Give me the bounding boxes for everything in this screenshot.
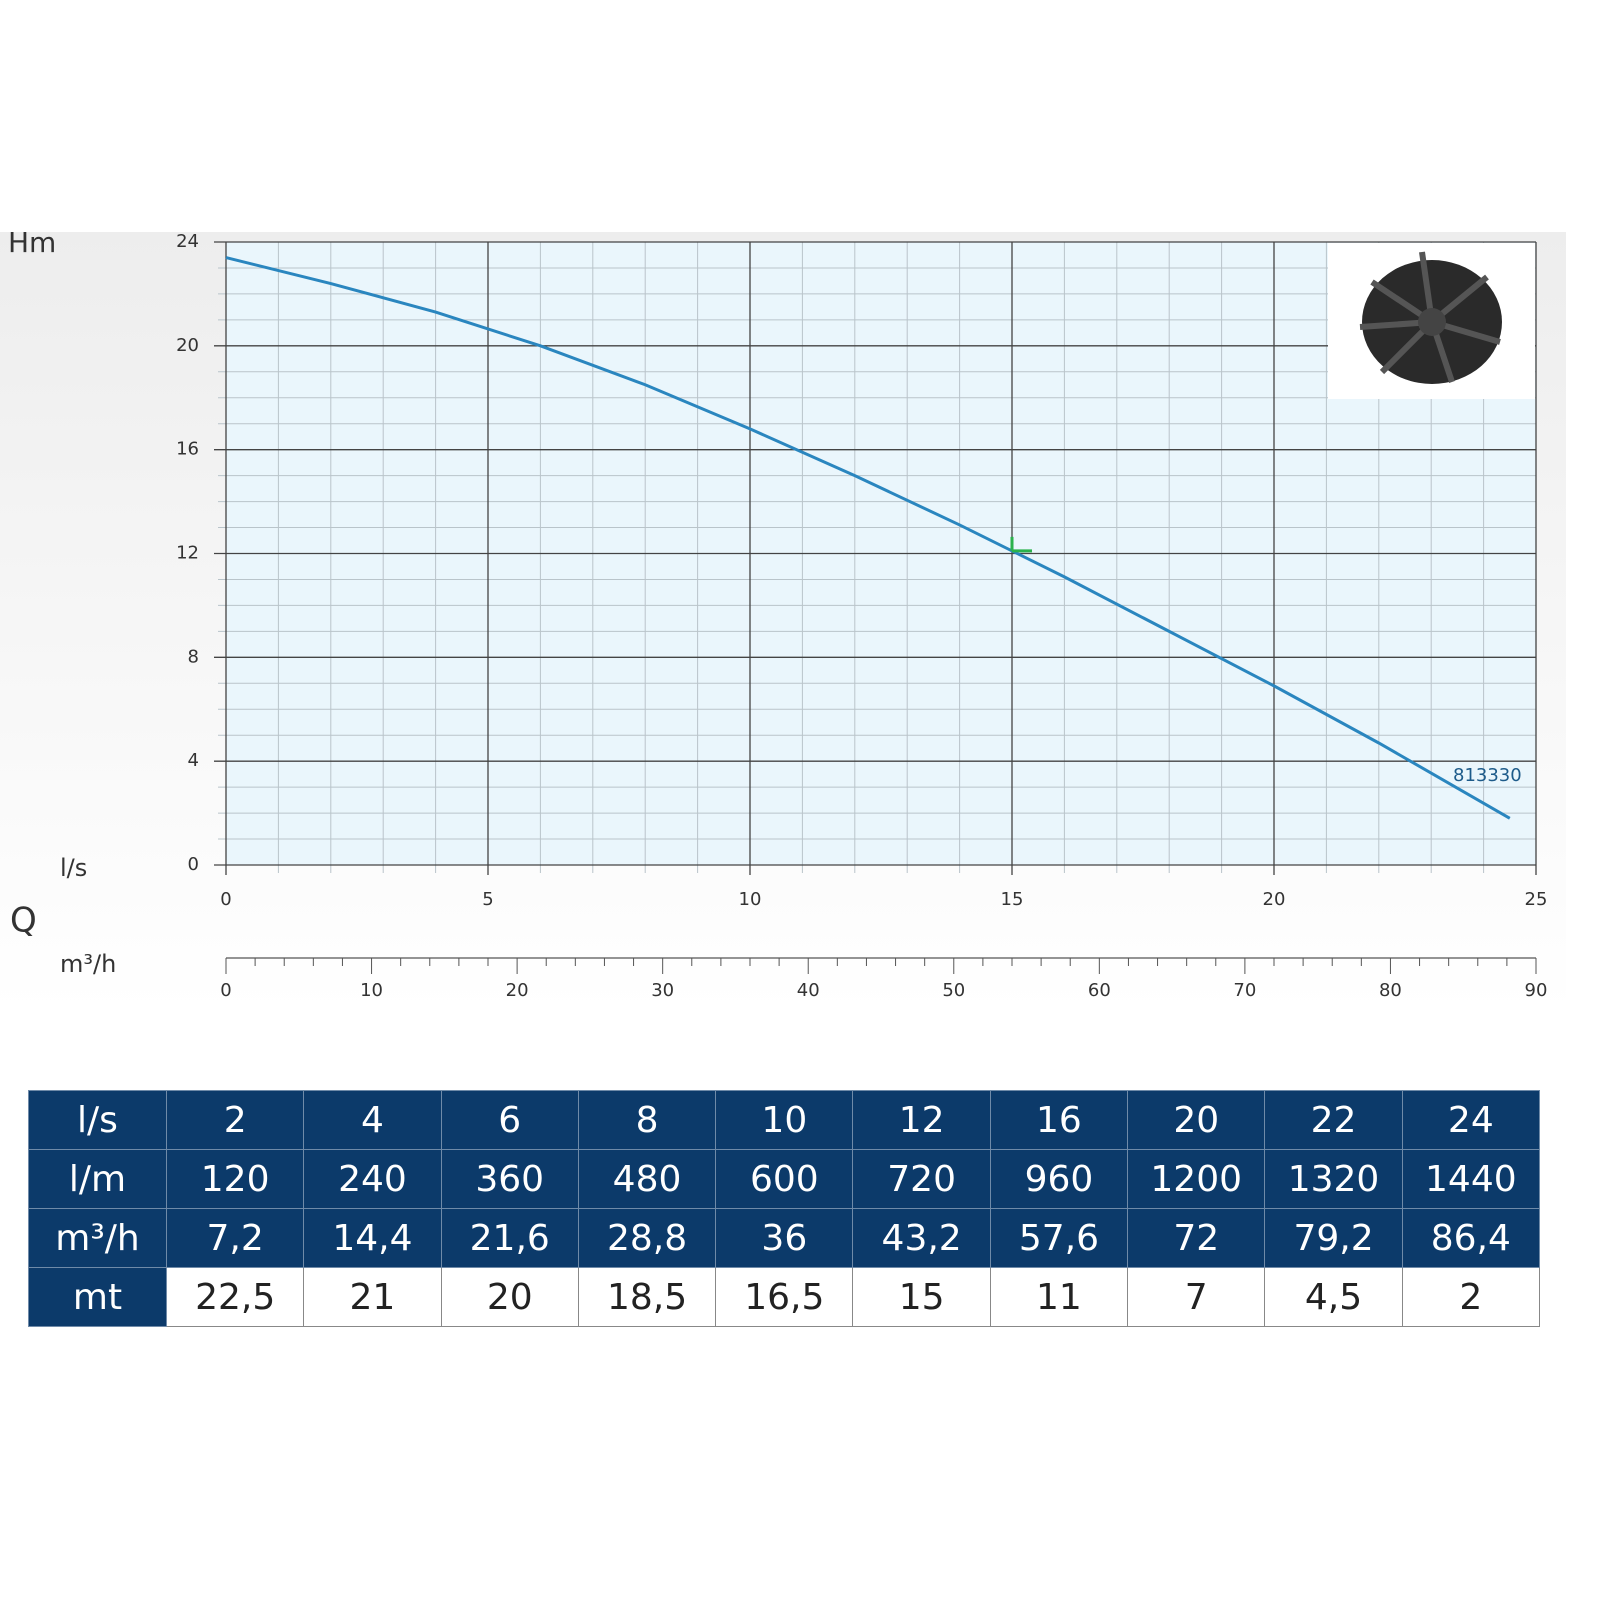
x2-tick-label: 0 bbox=[220, 980, 231, 1001]
table-cell: 22,5 bbox=[165, 1267, 305, 1327]
y-tick-label: 4 bbox=[188, 750, 199, 771]
x2-tick-label: 30 bbox=[651, 980, 674, 1001]
table-cell: 2 bbox=[165, 1090, 305, 1150]
grid bbox=[214, 241, 1537, 875]
table-row: l/s 2 4 6 8 10 12 16 20 22 24 bbox=[28, 1090, 1541, 1150]
table-cell: 7,2 bbox=[165, 1208, 305, 1268]
table-cell: 28,8 bbox=[577, 1208, 717, 1268]
table-cell: 11 bbox=[989, 1267, 1129, 1327]
data-table: l/s 2 4 6 8 10 12 16 20 22 24 l/m 120 240 360 480 600 720… bbox=[28, 1090, 1541, 1327]
table-cell: 4 bbox=[303, 1090, 442, 1150]
x2-tick-label: 80 bbox=[1379, 980, 1402, 1001]
x2-axis-label: m³/h bbox=[60, 950, 116, 978]
row-header: l/s bbox=[28, 1090, 167, 1150]
table-row: m³/h 7,2 14,4 21,6 28,8 36 43,2 57,6 72 79,2 86,4 bbox=[28, 1208, 1541, 1268]
table-cell: 20 bbox=[1127, 1090, 1266, 1150]
table-cell: 79,2 bbox=[1264, 1208, 1403, 1268]
table-cell: 1440 bbox=[1401, 1149, 1541, 1209]
chart: Hm l/s Q m³/h 0 4 8 12 16 20 24 0 5 10 15 20 25 0 10 20… bbox=[0, 226, 1566, 1012]
x2-tick-label: 60 bbox=[1088, 980, 1111, 1001]
table-cell: 14,4 bbox=[303, 1208, 442, 1268]
table-cell: 72 bbox=[1127, 1208, 1266, 1268]
y-tick-label: 8 bbox=[188, 646, 199, 667]
table-cell: 360 bbox=[440, 1149, 579, 1209]
table-cell: 12 bbox=[852, 1090, 991, 1150]
curve bbox=[225, 256, 1511, 820]
y-axis-label: Hm bbox=[8, 226, 56, 259]
table-cell: 22 bbox=[1264, 1090, 1403, 1150]
table-row: l/m 120 240 360 480 600 720 960 1200 1320 1440 bbox=[28, 1149, 1541, 1209]
table-cell: 7 bbox=[1127, 1267, 1266, 1327]
table-cell: 960 bbox=[989, 1149, 1129, 1209]
x2-tick-label: 10 bbox=[360, 980, 383, 1001]
row-header: mt bbox=[28, 1267, 167, 1327]
table-cell: 43,2 bbox=[852, 1208, 991, 1268]
y-tick-label: 0 bbox=[188, 854, 199, 875]
table-cell: 15 bbox=[852, 1267, 991, 1327]
table-cell: 57,6 bbox=[989, 1208, 1129, 1268]
impeller-photo bbox=[1328, 243, 1535, 399]
y-tick-label: 20 bbox=[176, 335, 199, 356]
table-cell: 600 bbox=[715, 1149, 854, 1209]
x2-tick-label: 20 bbox=[506, 980, 529, 1001]
table-cell: 21,6 bbox=[440, 1208, 579, 1268]
table-cell: 86,4 bbox=[1401, 1208, 1541, 1268]
x-tick-label: 25 bbox=[1525, 889, 1548, 910]
series-label: 813330 bbox=[1453, 765, 1522, 786]
table-cell: 8 bbox=[577, 1090, 717, 1150]
q-label: Q bbox=[10, 901, 37, 941]
table-cell: 36 bbox=[715, 1208, 854, 1268]
table-cell: 21 bbox=[303, 1267, 442, 1327]
table-cell: 120 bbox=[165, 1149, 305, 1209]
table-cell: 6 bbox=[440, 1090, 579, 1150]
table-cell: 24 bbox=[1401, 1090, 1541, 1150]
y-tick-label: 24 bbox=[176, 231, 199, 252]
x2-tick-label: 70 bbox=[1233, 980, 1256, 1001]
table-cell: 720 bbox=[852, 1149, 991, 1209]
y-tick-label: 16 bbox=[176, 439, 199, 460]
x-tick-label: 0 bbox=[220, 889, 231, 910]
table-cell: 16,5 bbox=[715, 1267, 854, 1327]
row-header: m³/h bbox=[28, 1208, 167, 1268]
table-cell: 480 bbox=[577, 1149, 717, 1209]
x-tick-label: 15 bbox=[1001, 889, 1024, 910]
row-header: l/m bbox=[28, 1149, 167, 1209]
table-cell: 20 bbox=[440, 1267, 579, 1327]
table-cell: 1200 bbox=[1127, 1149, 1266, 1209]
x2-tick-label: 50 bbox=[942, 980, 965, 1001]
table-cell: 240 bbox=[303, 1149, 442, 1209]
table-cell: 10 bbox=[715, 1090, 854, 1150]
x2-tick-label: 90 bbox=[1525, 980, 1548, 1001]
table-cell: 18,5 bbox=[577, 1267, 717, 1327]
table-row: mt 22,5 21 20 18,5 16,5 15 11 7 4,5 2 bbox=[28, 1267, 1541, 1327]
table-cell: 16 bbox=[989, 1090, 1129, 1150]
x-tick-label: 10 bbox=[739, 889, 762, 910]
x-tick-label: 20 bbox=[1263, 889, 1286, 910]
x2-tick-label: 40 bbox=[797, 980, 820, 1001]
table-cell: 2 bbox=[1401, 1267, 1541, 1327]
table-cell: 4,5 bbox=[1264, 1267, 1403, 1327]
table-cell: 1320 bbox=[1264, 1149, 1403, 1209]
operating-point bbox=[1010, 536, 1032, 553]
y-tick-label: 12 bbox=[176, 543, 199, 564]
x-axis-label: l/s bbox=[60, 854, 87, 882]
x-tick-label: 5 bbox=[482, 889, 493, 910]
